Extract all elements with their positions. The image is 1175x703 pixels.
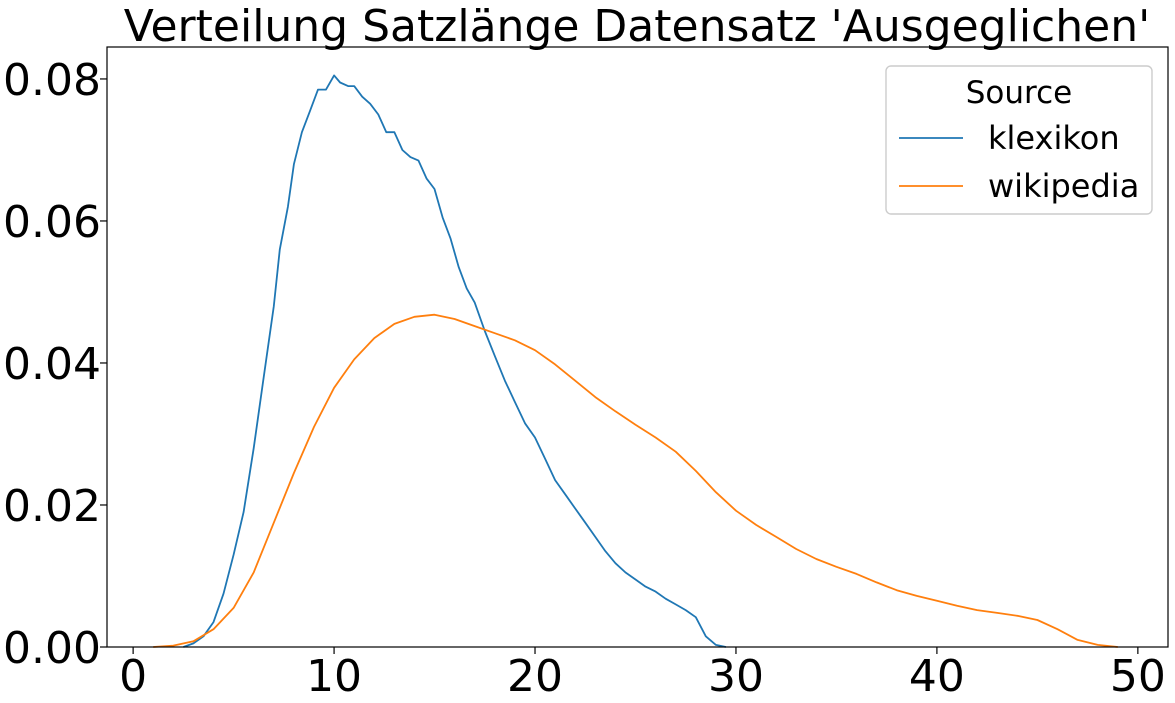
legend-label-klexikon: klexikon <box>988 119 1120 157</box>
y-tick-label: 0.06 <box>3 197 101 248</box>
y-axis: 0.00 0.02 0.04 0.06 0.08 <box>3 55 107 674</box>
legend-frame <box>885 65 1153 215</box>
legend-title: Source <box>966 75 1072 111</box>
y-tick-label: 0.08 <box>3 55 101 106</box>
y-tick-label: 0.02 <box>3 481 101 532</box>
legend-label-wikipedia: wikipedia <box>988 167 1139 205</box>
x-tick-label: 50 <box>1110 651 1166 702</box>
y-tick-label: 0.04 <box>3 339 101 390</box>
x-axis: 0 10 20 30 40 50 <box>119 647 1166 702</box>
series-line-klexikon <box>183 74 727 648</box>
legend: Source klexikon wikipedia <box>885 65 1153 215</box>
series-layer <box>153 74 1118 648</box>
x-tick-label: 10 <box>306 651 362 702</box>
x-tick-label: 20 <box>507 651 563 702</box>
y-tick-label: 0.00 <box>3 623 101 674</box>
series-line-wikipedia <box>153 313 1118 648</box>
chart-title: Verteilung Satzlänge Datensatz 'Ausgegli… <box>124 1 1150 52</box>
x-tick-label: 30 <box>708 651 764 702</box>
x-tick-label: 0 <box>119 651 147 702</box>
legend-items: klexikon wikipedia <box>899 119 1139 205</box>
x-tick-label: 40 <box>909 651 965 702</box>
plot-frame <box>106 46 1169 648</box>
